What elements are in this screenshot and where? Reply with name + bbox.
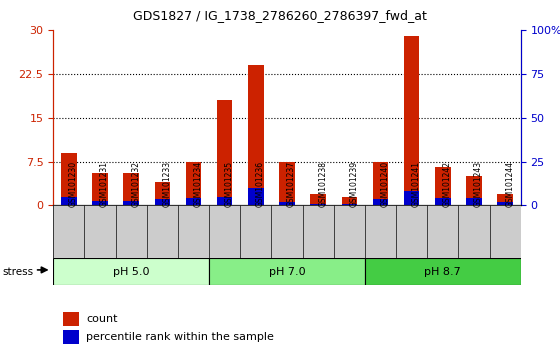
Text: GSM101236: GSM101236 [256,161,265,207]
Text: pH 8.7: pH 8.7 [424,267,461,277]
Bar [342,196,357,205]
Text: count: count [86,314,118,324]
Bar [497,202,513,205]
Bar [217,100,232,205]
Bar [186,198,201,205]
Bar [248,65,264,205]
Bar [155,199,170,205]
Bar [53,258,209,285]
Bar [466,198,482,205]
Bar [342,204,357,205]
Text: pH 5.0: pH 5.0 [113,267,150,277]
Bar [396,205,427,258]
Bar [279,202,295,205]
Bar [209,258,365,285]
Bar [186,161,201,205]
Bar [209,205,240,258]
Bar [92,201,108,205]
Text: pH 7.0: pH 7.0 [269,267,305,277]
Bar [302,205,334,258]
Bar [155,182,170,205]
Text: GSM101232: GSM101232 [131,161,140,207]
Bar [217,196,232,205]
Text: stress: stress [3,267,34,277]
Text: GSM101237: GSM101237 [287,161,296,207]
Bar [404,191,419,205]
Bar [248,188,264,205]
Text: GSM101241: GSM101241 [412,161,421,207]
Bar [279,161,295,205]
Bar [63,312,79,326]
Bar [459,205,489,258]
Bar [310,204,326,205]
Bar [63,331,79,344]
Bar [373,199,388,205]
Bar [334,205,365,258]
Bar [365,205,396,258]
Bar [435,198,451,205]
Bar [272,205,302,258]
Text: GSM101238: GSM101238 [318,161,327,207]
Bar [427,205,459,258]
Bar [61,196,77,205]
Text: GSM101235: GSM101235 [225,161,234,207]
Text: GSM101231: GSM101231 [100,161,109,207]
Text: GSM101234: GSM101234 [194,161,203,207]
Bar [178,205,209,258]
Text: percentile rank within the sample: percentile rank within the sample [86,332,274,342]
Bar [373,161,388,205]
Bar [53,205,521,258]
Text: GSM101244: GSM101244 [505,161,514,207]
Text: GSM101242: GSM101242 [443,161,452,207]
Bar [404,36,419,205]
Bar [489,205,521,258]
Text: GSM101239: GSM101239 [349,161,358,207]
Text: GDS1827 / IG_1738_2786260_2786397_fwd_at: GDS1827 / IG_1738_2786260_2786397_fwd_at [133,9,427,22]
Bar [466,176,482,205]
Text: GSM101230: GSM101230 [69,161,78,207]
Bar [92,173,108,205]
Text: GSM101243: GSM101243 [474,161,483,207]
Bar [115,205,147,258]
Bar [365,258,521,285]
Bar [61,153,77,205]
Bar [310,194,326,205]
Bar [435,167,451,205]
Bar [497,194,513,205]
Bar [123,173,139,205]
Bar [85,205,115,258]
Bar [53,205,85,258]
Bar [123,201,139,205]
Text: GSM101233: GSM101233 [162,161,171,207]
Bar [147,205,178,258]
Bar [240,205,272,258]
Text: GSM101240: GSM101240 [381,161,390,207]
